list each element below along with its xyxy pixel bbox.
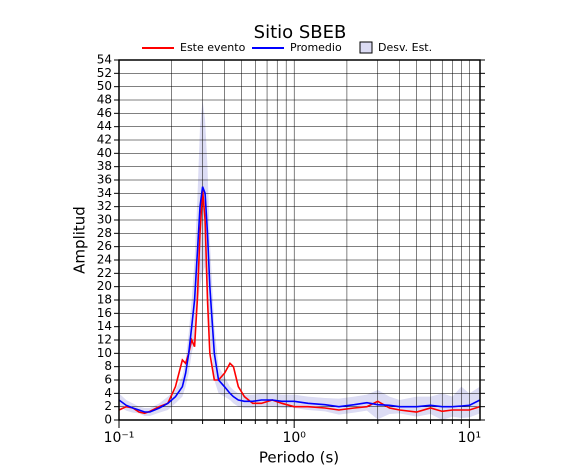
y-tick-label: 6 — [104, 373, 112, 387]
y-tick-label: 52 — [97, 66, 112, 80]
y-tick-label: 48 — [97, 93, 112, 107]
y-tick-label: 40 — [97, 146, 112, 160]
y-tick-label: 30 — [97, 213, 112, 227]
y-tick-label: 26 — [97, 239, 112, 253]
x-tick-label: 10⁻¹ — [104, 430, 135, 446]
y-tick-label: 42 — [97, 133, 112, 147]
legend-label: Promedio — [290, 41, 342, 54]
x-axis-label: Periodo (s) — [259, 449, 339, 467]
y-tick-label: 24 — [97, 253, 112, 267]
y-tick-label: 50 — [97, 79, 112, 93]
legend-swatch — [359, 41, 373, 54]
chart-title: Sitio SBEB — [254, 22, 347, 43]
series-line — [118, 186, 481, 413]
y-tick-label: 4 — [104, 386, 112, 400]
legend-label: Este evento — [180, 41, 246, 54]
y-tick-label: 20 — [97, 279, 112, 293]
series-line — [118, 189, 481, 415]
y-tick-label: 16 — [97, 306, 112, 320]
legend-label: Desv. Est. — [378, 41, 432, 54]
y-tick-label: 28 — [97, 226, 112, 240]
y-tick-label: 14 — [97, 319, 112, 333]
x-tick-label: 10⁰ — [282, 430, 306, 446]
y-tick-label: 34 — [97, 186, 112, 200]
y-tick-label: 18 — [97, 293, 112, 307]
y-tick-label: 12 — [97, 333, 112, 347]
y-tick-label: 8 — [104, 359, 112, 373]
y-axis-label: Amplitud — [71, 206, 89, 274]
y-tick-label: 10 — [97, 346, 112, 360]
y-tick-label: 54 — [97, 53, 112, 67]
y-tick-label: 46 — [97, 106, 112, 120]
y-tick-label: 32 — [97, 199, 112, 213]
y-tick-label: 2 — [104, 399, 112, 413]
y-tick-label: 38 — [97, 159, 112, 173]
y-tick-label: 22 — [97, 266, 112, 280]
y-tick-label: 36 — [97, 173, 112, 187]
x-tick-label: 10¹ — [458, 430, 481, 446]
y-tick-label: 0 — [104, 413, 112, 427]
plot-frame — [118, 59, 481, 421]
y-tick-label: 44 — [97, 119, 112, 133]
